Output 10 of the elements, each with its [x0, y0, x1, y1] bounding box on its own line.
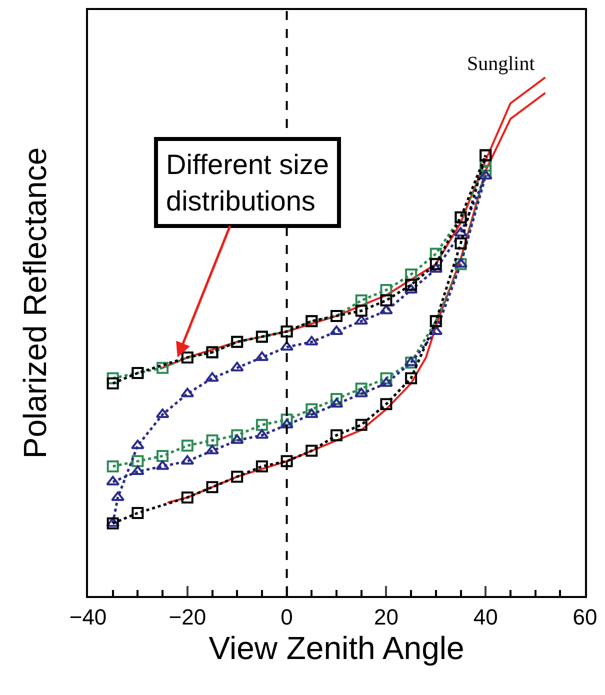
annotation: Different size distributions [166, 149, 329, 216]
y-axis-title: Polarized Reflectance [16, 147, 53, 459]
x-tick-label: −20 [168, 604, 206, 630]
x-tick-label: 60 [572, 604, 598, 630]
x-tick-label: 20 [374, 604, 398, 630]
x-tick-label: 40 [473, 604, 498, 630]
x-axis-title: View Zenith Angle [208, 630, 464, 666]
x-tick-label: 0 [280, 604, 293, 630]
annotation: Sunglint [467, 53, 536, 75]
x-tick-label: −40 [69, 604, 107, 630]
